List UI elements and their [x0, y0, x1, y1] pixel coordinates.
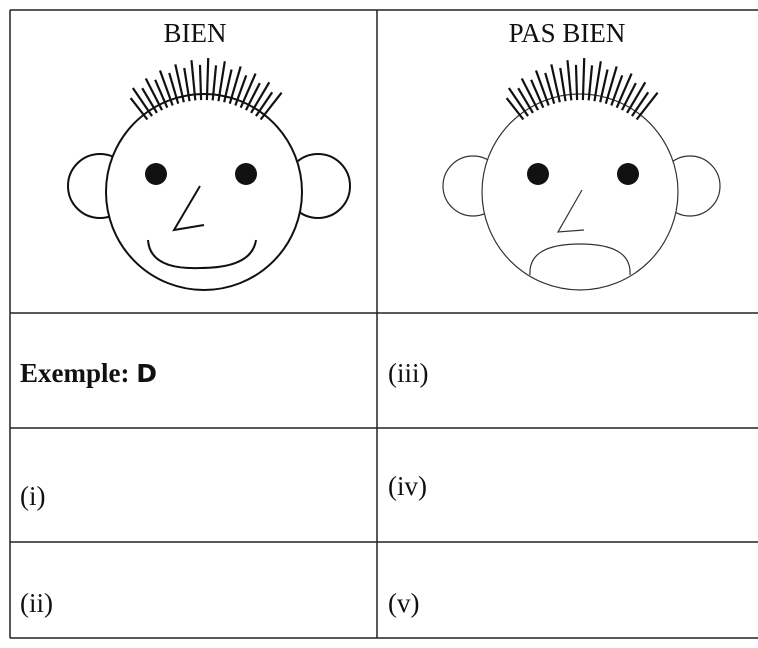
hair: [158, 70, 174, 106]
table-grid: [9, 9, 758, 639]
hair: [604, 66, 618, 104]
hair: [228, 66, 242, 104]
hair: [190, 60, 197, 101]
hair: [239, 73, 257, 109]
header-pas-bien: PAS BIEN: [509, 18, 626, 48]
hair: [131, 87, 153, 117]
hair: [129, 97, 149, 121]
hair: [217, 61, 226, 102]
example-answer: D: [136, 359, 157, 388]
hair: [631, 91, 650, 117]
sad-face: [442, 58, 721, 291]
header-bien: BIEN: [164, 18, 227, 48]
hair: [520, 77, 540, 111]
hair: [559, 67, 567, 102]
hair: [599, 69, 609, 103]
hair: [234, 75, 248, 106]
hair: [587, 65, 594, 101]
hair: [534, 70, 550, 106]
cell: (iv): [388, 471, 427, 501]
hair: [211, 65, 218, 101]
hair: [550, 64, 561, 103]
hair: [517, 87, 534, 114]
hair: [615, 73, 633, 109]
cell: (ii): [20, 588, 53, 618]
hair: [198, 64, 203, 101]
hair: [223, 69, 233, 103]
hair: [505, 97, 525, 121]
hair: [530, 79, 545, 109]
hair: [174, 64, 185, 103]
hair: [141, 87, 158, 114]
hair: [255, 91, 274, 117]
hair: [620, 82, 637, 111]
hair: [574, 64, 579, 101]
hair: [183, 67, 191, 102]
hair: [626, 81, 647, 114]
hair: [610, 75, 624, 106]
hair: [259, 92, 283, 121]
hair: [507, 87, 529, 117]
hair: [168, 72, 180, 104]
hair: [593, 61, 602, 102]
example-label: Exemple:: [20, 358, 129, 388]
hair: [154, 79, 169, 109]
hair: [144, 77, 164, 111]
happy-face: [67, 58, 351, 291]
hair: [566, 60, 573, 101]
hair: [244, 82, 261, 111]
hair: [635, 92, 659, 121]
cell: (v): [388, 588, 419, 618]
hair: [544, 72, 556, 104]
hair: [581, 58, 586, 101]
hair: [250, 81, 271, 114]
cell: (i): [20, 481, 45, 511]
example-row: Exemple: D: [20, 358, 157, 388]
hair: [205, 58, 210, 101]
cell: (iii): [388, 358, 429, 388]
